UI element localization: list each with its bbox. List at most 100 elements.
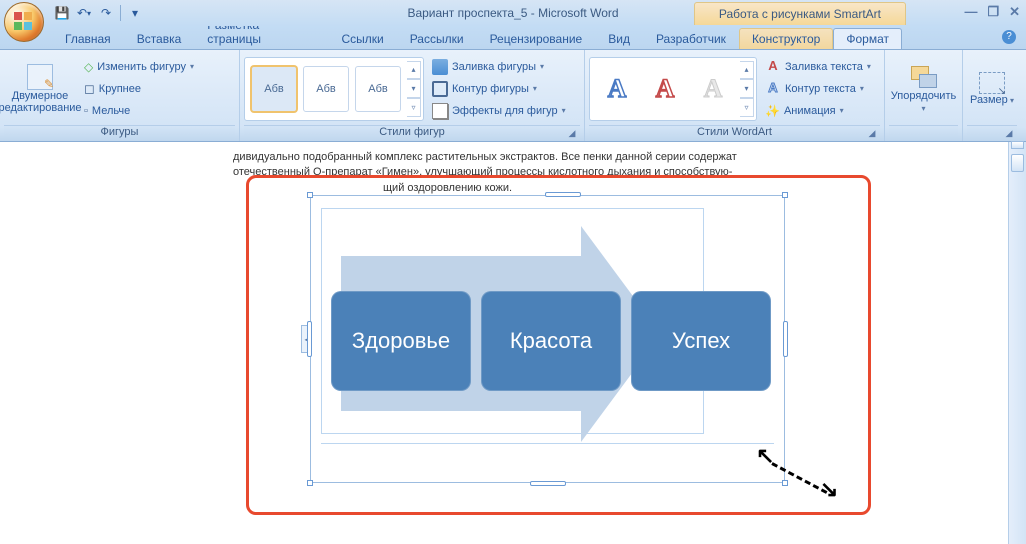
edit-2d-button[interactable]: Двумерное редактирование [4, 54, 76, 124]
change-shape-icon [84, 60, 93, 74]
window-controls: — ❐ ✕ [964, 4, 1020, 20]
resize-handle-bl[interactable] [307, 480, 313, 486]
shape-styles-label-text: Стили фигур [379, 126, 444, 138]
office-button[interactable] [4, 2, 44, 42]
resize-handle-tr[interactable] [782, 192, 788, 198]
smartart-node-3[interactable]: Успех [631, 291, 771, 391]
resize-handle-tl[interactable] [307, 192, 313, 198]
text-fill-icon: A [765, 59, 781, 75]
arrange-label: Упорядочить [889, 90, 958, 114]
text-outline-button[interactable]: A Контур текста [761, 78, 875, 100]
arrange-button[interactable]: Упорядочить [889, 54, 958, 124]
tab-home[interactable]: Главная [52, 28, 124, 49]
tab-references[interactable]: Ссылки [328, 28, 396, 49]
shape-effects-button[interactable]: Эффекты для фигур [428, 100, 570, 122]
wordart-style-2[interactable]: А [644, 68, 686, 110]
shape-outline-button[interactable]: Контур фигуры [428, 78, 570, 100]
wordart-gallery[interactable]: А А А ▴ ▾ ▿ [589, 57, 757, 121]
qat-separator [120, 5, 121, 21]
resize-handle-ml[interactable] [307, 321, 312, 357]
resize-handle-br[interactable] [782, 480, 788, 486]
wordart-label-text: Стили WordArt [697, 126, 772, 138]
group-shapes-label: Фигуры [4, 125, 235, 141]
tab-insert[interactable]: Вставка [124, 28, 195, 49]
text-outline-label: Контур текста [785, 83, 856, 95]
scroll-thumb[interactable] [1011, 154, 1024, 172]
doc-line-3: щий оздоровлению кожи. [163, 181, 863, 196]
wa-gallery-more-icon[interactable]: ▿ [740, 98, 754, 117]
shape-fill-icon [432, 59, 448, 75]
tab-mailings[interactable]: Рассылки [397, 28, 477, 49]
qat-redo-icon[interactable]: ↷ [96, 3, 116, 23]
drag-cursor-end-icon: ↖ [820, 477, 838, 503]
tab-view[interactable]: Вид [595, 28, 643, 49]
edit-2d-label-2: редактирование [0, 102, 82, 114]
ribbon: Двумерное редактирование Изменить фигуру… [0, 50, 1026, 142]
size-launcher-icon[interactable]: ◢ [1003, 128, 1015, 140]
split-handle[interactable] [1011, 141, 1024, 149]
wordart-style-3[interactable]: А [692, 68, 734, 110]
minimize-button[interactable]: — [964, 4, 977, 20]
tab-review[interactable]: Рецензирование [477, 28, 596, 49]
size-button[interactable]: Размер [967, 54, 1017, 124]
larger-button[interactable]: Крупнее [80, 78, 198, 100]
smartart-node-1[interactable]: Здоровье [331, 291, 471, 391]
wordart-launcher-icon[interactable]: ◢ [866, 128, 878, 140]
shape-effects-icon [432, 103, 448, 119]
smaller-label: Мельче [92, 105, 130, 117]
change-shape-label: Изменить фигуру [97, 61, 186, 73]
context-tab-title: Работа с рисунками SmartArt [694, 2, 906, 25]
size-label: Размер [970, 94, 1014, 106]
shape-style-3[interactable]: Абв [355, 66, 401, 112]
help-icon[interactable]: ? [1002, 30, 1016, 44]
wordart-style-1[interactable]: А [596, 68, 638, 110]
shape-outline-icon [432, 81, 448, 97]
smaller-button[interactable]: Мельче [80, 100, 198, 122]
group-wordart-styles: А А А ▴ ▾ ▿ AЗаливка текста A Контур текс… [585, 50, 885, 141]
group-wordart-label: Стили WordArt ◢ [589, 125, 880, 141]
tab-smartart-format[interactable]: Формат [833, 28, 902, 49]
change-shape-button[interactable]: Изменить фигуру [80, 56, 198, 78]
edit-2d-label-1: Двумерное [12, 90, 69, 102]
smartart-node-2[interactable]: Красота [481, 291, 621, 391]
gallery-more-icon[interactable]: ▿ [407, 98, 421, 117]
text-outline-icon: A [765, 81, 781, 97]
size-icon [979, 72, 1005, 94]
smartart-object[interactable]: ◂ Здоровье Красота Успех [310, 195, 785, 483]
close-button[interactable]: ✕ [1009, 4, 1020, 20]
shape-style-gallery[interactable]: Абв Абв Абв ▴ ▾ ▿ [244, 57, 424, 121]
resize-handle-mr[interactable] [783, 321, 788, 357]
shape-style-2[interactable]: Абв [303, 66, 349, 112]
larger-label: Крупнее [99, 83, 141, 95]
text-anim-button[interactable]: ✨Анимация [761, 100, 875, 122]
gallery-up-icon[interactable]: ▴ [407, 61, 421, 80]
title-bar: 💾 ↶▾ ↷ ▾ Вариант проспекта_5 - Microsoft… [0, 0, 1026, 26]
text-fill-button[interactable]: AЗаливка текста [761, 56, 875, 78]
wa-gallery-up-icon[interactable]: ▴ [740, 61, 754, 80]
group-arrange-label [889, 125, 958, 141]
undo-glyph: ↶ [77, 6, 87, 20]
larger-icon [84, 81, 95, 97]
group-shape-styles: Абв Абв Абв ▴ ▾ ▿ Заливка фигуры Контур … [240, 50, 585, 141]
arrange-icon [909, 64, 939, 90]
qat-undo-icon[interactable]: ↶▾ [74, 3, 94, 23]
text-anim-label: Анимация [784, 105, 836, 117]
smartart-guide-line [321, 443, 774, 444]
smartart-nodes: Здоровье Красота Успех [331, 291, 771, 391]
resize-handle-bm[interactable] [530, 481, 566, 486]
window-title: Вариант проспекта_5 - Microsoft Word [407, 6, 618, 20]
shape-styles-launcher-icon[interactable]: ◢ [566, 128, 578, 140]
vertical-scrollbar[interactable] [1008, 142, 1026, 544]
tab-smartart-design[interactable]: Конструктор [739, 28, 833, 49]
qat-save-icon[interactable]: 💾 [52, 3, 72, 23]
wa-gallery-down-icon[interactable]: ▾ [740, 79, 754, 98]
resize-handle-tm[interactable] [545, 192, 581, 197]
shape-style-1[interactable]: Абв [251, 66, 297, 112]
gallery-down-icon[interactable]: ▾ [407, 79, 421, 98]
qat-customize-icon[interactable]: ▾ [125, 3, 145, 23]
tab-developer[interactable]: Разработчик [643, 28, 739, 49]
maximize-button[interactable]: ❐ [987, 4, 999, 20]
doc-line-1: дивидуально подобранный комплекс растите… [163, 150, 863, 165]
shape-fill-button[interactable]: Заливка фигуры [428, 56, 570, 78]
shape-fill-label: Заливка фигуры [452, 61, 536, 73]
